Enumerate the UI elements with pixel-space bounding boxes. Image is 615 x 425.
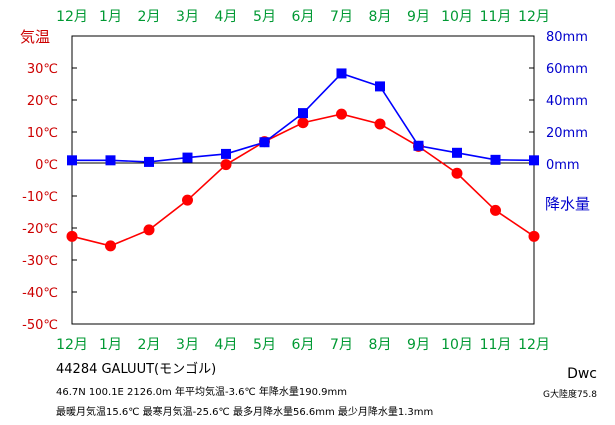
month-label-bottom: 7月 [330,337,353,353]
precipitation-tick-label: 20mm [546,126,588,141]
temperature-point [297,117,309,129]
temperature-tick-label: -10℃ [22,190,58,205]
precipitation-axis-ticks: 80mm 60mm 40mm 20mm 0mm [529,30,588,173]
temperature-axis-label: 気温 [20,28,50,46]
continentality-index: G大陸度75.8 [542,390,597,400]
temperature-point [490,204,501,216]
temperature-point [220,159,232,171]
month-label-top: 7月 [330,9,353,25]
temperature-point [66,230,78,242]
month-label-bottom: 9月 [407,337,430,353]
precipitation-tick-label: 0mm [546,158,580,173]
month-label-top: 12月 [56,9,88,25]
precipitation-point [529,155,539,166]
station-name: 44284 GALUUT(モンゴル) [56,362,217,377]
month-label-bottom: 8月 [369,337,392,353]
temperature-tick-label: -40℃ [22,286,58,301]
temperature-point [105,240,116,252]
temperature-point [528,230,540,242]
month-label-top: 6月 [292,9,315,25]
temperature-tick-label: 20℃ [27,94,58,109]
temperature-axis-ticks: 30℃ 20℃ 10℃ 0℃ -10℃ -20℃ -30℃ -40℃ -50℃ [22,62,77,333]
precipitation-point [452,147,462,158]
temperature-tick-label: -20℃ [22,222,58,237]
month-label-top: 12月 [518,9,550,25]
temperature-tick-label: 0℃ [35,158,58,173]
temperature-point [336,108,347,120]
temperature-point [374,118,386,130]
temperature-point [451,167,463,179]
precipitation-point [375,81,385,92]
month-label-bottom: 4月 [215,337,238,353]
month-label-bottom: 2月 [138,337,161,353]
precipitation-point [298,108,308,119]
precipitation-point [67,155,77,166]
month-label-bottom: 11月 [480,337,512,353]
temperature-point [143,224,155,236]
month-label-bottom: 12月 [518,337,550,353]
precipitation-point [336,68,347,79]
precipitation-tick-label: 80mm [546,30,588,45]
month-label-bottom: 1月 [99,337,122,353]
plot-area [71,35,535,325]
precipitation-point [105,155,116,166]
month-label-bottom: 10月 [441,337,473,353]
month-label-top: 3月 [176,9,199,25]
temperature-point [182,194,193,206]
temperature-tick-label: -50℃ [22,318,58,333]
precipitation-axis-label: 降水量 [545,195,590,213]
temperature-tick-label: 30℃ [27,62,58,77]
month-label-top: 1月 [99,9,122,25]
temperature-tick-label: 10℃ [27,126,58,141]
month-label-top: 10月 [441,9,473,25]
series-markers [66,68,540,252]
month-label-top: 8月 [369,9,392,25]
station-summary-1: 46.7N 100.1E 2126.0m 年平均気温-3.6℃ 年降水量190.… [56,387,347,398]
month-label-top: 5月 [253,9,276,25]
station-summary-2: 最暖月気温15.6℃ 最寒月気温-25.6℃ 最多月降水量56.6mm 最少月降… [56,407,434,418]
precipitation-point [182,152,193,163]
month-label-bottom: 5月 [253,337,276,353]
climate-class: Dwc [567,366,597,382]
month-label-top: 9月 [407,9,430,25]
precipitation-point [144,156,154,167]
temperature-line [71,113,535,247]
temperature-tick-label: -30℃ [22,254,58,269]
month-label-bottom: 6月 [292,337,315,353]
precipitation-tick-label: 60mm [546,62,588,77]
month-labels-bottom: 12月 1月 2月 3月 4月 5月 6月 7月 8月 9月 10月 11月 12月 [56,337,550,353]
month-label-top: 4月 [215,9,238,25]
series-lines [71,72,535,247]
precipitation-point [259,137,270,148]
precipitation-point [221,148,231,159]
month-label-top: 11月 [480,9,512,25]
precipitation-point [490,154,501,165]
month-label-bottom: 3月 [176,337,199,353]
precipitation-point [413,140,424,151]
month-label-top: 2月 [138,9,161,25]
month-label-bottom: 12月 [56,337,88,353]
month-labels-top: 12月 1月 2月 3月 4月 5月 6月 7月 8月 9月 10月 11月 12月 [56,9,550,25]
precipitation-tick-label: 40mm [546,94,588,109]
